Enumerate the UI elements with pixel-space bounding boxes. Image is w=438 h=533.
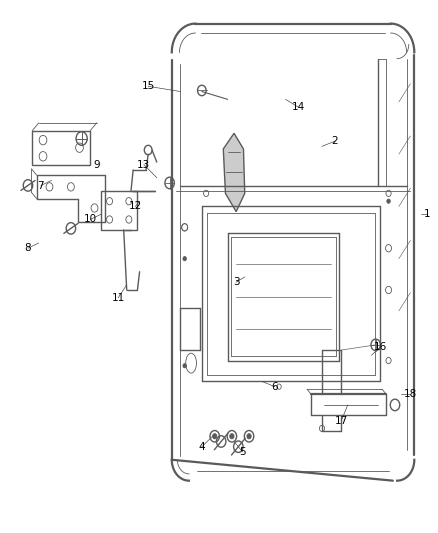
Circle shape xyxy=(183,364,187,368)
Text: 6: 6 xyxy=(272,382,278,392)
Bar xyxy=(32,131,90,165)
Circle shape xyxy=(230,434,234,439)
Text: 1: 1 xyxy=(424,209,431,219)
Text: 5: 5 xyxy=(239,447,246,457)
Text: 17: 17 xyxy=(335,416,348,425)
Text: 13: 13 xyxy=(137,160,151,169)
Text: 15: 15 xyxy=(141,82,155,91)
Text: 8: 8 xyxy=(25,243,31,253)
Text: 10: 10 xyxy=(84,214,97,224)
Text: 18: 18 xyxy=(403,390,417,399)
Text: 2: 2 xyxy=(332,136,338,146)
Text: 11: 11 xyxy=(112,293,125,303)
Circle shape xyxy=(212,434,217,439)
Circle shape xyxy=(247,434,251,439)
Text: 16: 16 xyxy=(373,343,387,352)
Polygon shape xyxy=(223,133,245,212)
Bar xyxy=(101,191,138,230)
Text: 14: 14 xyxy=(292,102,305,112)
Text: 12: 12 xyxy=(129,201,142,212)
Text: 4: 4 xyxy=(198,442,205,451)
Circle shape xyxy=(183,256,187,261)
Text: 7: 7 xyxy=(38,181,44,190)
Text: 3: 3 xyxy=(233,277,240,287)
Text: 9: 9 xyxy=(93,160,100,169)
Circle shape xyxy=(387,199,390,203)
